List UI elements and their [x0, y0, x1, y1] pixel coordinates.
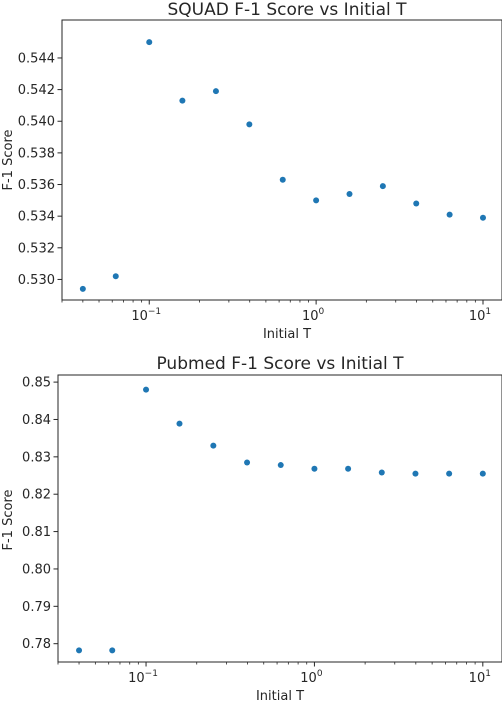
x-axis: 10−1 100 101 — [61, 300, 491, 324]
y-tick-label: 0.530 — [18, 273, 55, 288]
y-tick-label: 0.540 — [18, 115, 55, 130]
y-tick-label: 0.79 — [22, 600, 51, 615]
data-point — [413, 200, 420, 207]
chart-title: SQUAD F-1 Score vs Initial T — [167, 0, 407, 20]
y-axis-label: F-1 Score — [1, 130, 16, 191]
data-point — [179, 97, 186, 104]
data-point — [313, 197, 320, 204]
data-point — [279, 176, 286, 183]
data-point — [379, 183, 386, 190]
chart-title: Pubmed F-1 Score vs Initial T — [156, 354, 404, 374]
y-tick-label: 0.81 — [22, 525, 51, 540]
data-point — [311, 465, 318, 472]
x-tick-label: 100 — [302, 307, 325, 324]
y-tick-label: 0.534 — [18, 210, 55, 225]
data-point — [143, 386, 150, 393]
x-axis-label: Initial T — [263, 327, 311, 342]
y-tick-label: 0.532 — [18, 241, 55, 256]
data-point — [112, 273, 119, 280]
pubmed-chart: Pubmed F-1 Score vs Initial T 10−1 100 101… — [1, 354, 502, 702]
y-tick-label: 0.542 — [18, 83, 55, 98]
data-point — [345, 465, 352, 472]
x-axis-label: Initial T — [256, 689, 304, 702]
y-tick-label: 0.544 — [18, 51, 55, 66]
y-axis: 0.530 0.532 0.534 0.536 0.538 0.540 0.542 0.544 — [18, 51, 62, 288]
data-points — [79, 39, 486, 292]
data-point — [412, 470, 419, 477]
data-point — [79, 285, 86, 292]
data-point — [246, 121, 253, 128]
data-point — [277, 462, 284, 469]
data-point — [212, 88, 219, 95]
y-tick-label: 0.82 — [22, 488, 51, 503]
x-tick-label: 10−1 — [131, 307, 161, 324]
y-tick-label: 0.83 — [22, 450, 51, 465]
x-axis: 10−1 100 101 — [57, 662, 491, 686]
data-point — [146, 39, 153, 46]
squad-chart: SQUAD F-1 Score vs Initial T 10−1 100 101 … — [1, 0, 502, 342]
y-tick-label: 0.85 — [22, 376, 51, 391]
y-tick-label: 0.536 — [18, 178, 55, 193]
data-point — [479, 470, 486, 477]
y-tick-label: 0.538 — [18, 146, 55, 161]
x-tick-label: 101 — [469, 669, 491, 686]
data-point — [346, 191, 353, 198]
plot-frame — [61, 19, 502, 301]
y-tick-label: 0.78 — [22, 637, 51, 652]
data-point — [76, 647, 83, 654]
y-axis: 0.78 0.79 0.80 0.81 0.82 0.83 0.84 0.85 — [22, 376, 58, 652]
data-point — [446, 470, 453, 477]
plot-frame — [57, 374, 502, 663]
data-point — [378, 469, 385, 476]
x-tick-label: 100 — [300, 669, 323, 686]
data-point — [176, 420, 183, 427]
data-points — [76, 386, 486, 654]
data-point — [479, 214, 486, 221]
data-point — [210, 442, 217, 449]
data-point — [446, 211, 453, 218]
x-tick-label: 101 — [469, 307, 491, 324]
x-tick-label: 10−1 — [128, 669, 158, 686]
y-tick-label: 0.84 — [22, 413, 51, 428]
data-point — [109, 647, 116, 654]
data-point — [244, 459, 251, 466]
y-tick-label: 0.80 — [22, 562, 51, 577]
y-axis-label: F-1 Score — [1, 490, 16, 551]
